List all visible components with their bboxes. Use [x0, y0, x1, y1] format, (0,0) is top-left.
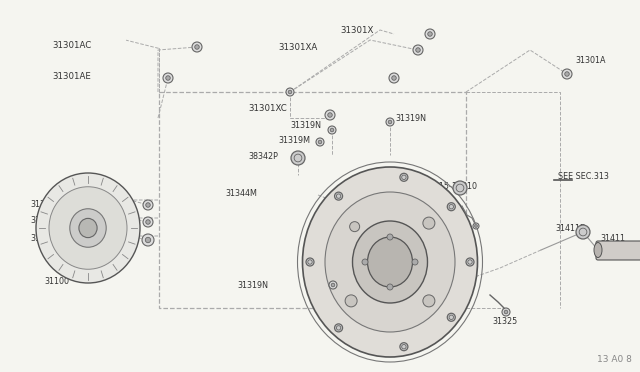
Circle shape [291, 151, 305, 165]
Circle shape [192, 42, 202, 52]
Circle shape [388, 120, 392, 124]
Circle shape [447, 313, 455, 321]
Circle shape [386, 118, 394, 126]
Bar [159, 92, 466, 308]
Text: 31301AB: 31301AB [30, 215, 66, 224]
Circle shape [562, 69, 572, 79]
Circle shape [576, 225, 590, 239]
Circle shape [412, 259, 418, 265]
Text: 31325: 31325 [492, 317, 517, 327]
Circle shape [335, 192, 342, 200]
Text: 31301AD: 31301AD [30, 234, 67, 243]
Circle shape [142, 234, 154, 246]
Text: 31319N: 31319N [290, 121, 321, 129]
Circle shape [195, 45, 199, 49]
Circle shape [166, 76, 170, 80]
Circle shape [325, 110, 335, 120]
Circle shape [349, 222, 360, 232]
Circle shape [145, 237, 150, 243]
Text: ⓙ08915-13510: ⓙ08915-13510 [420, 182, 478, 190]
Text: 31301XC: 31301XC [248, 103, 287, 112]
Circle shape [330, 128, 334, 132]
Circle shape [146, 220, 150, 224]
Circle shape [329, 281, 337, 289]
Circle shape [362, 259, 368, 265]
Circle shape [163, 73, 173, 83]
Text: 31411: 31411 [600, 234, 625, 243]
Ellipse shape [70, 209, 106, 247]
Circle shape [387, 234, 393, 240]
Circle shape [504, 310, 508, 314]
Text: (2): (2) [413, 308, 423, 314]
Circle shape [475, 225, 477, 227]
Ellipse shape [79, 218, 97, 238]
Circle shape [400, 343, 408, 351]
Circle shape [423, 217, 435, 229]
Circle shape [389, 73, 399, 83]
Text: 31319N: 31319N [395, 113, 426, 122]
Ellipse shape [49, 187, 127, 269]
Circle shape [332, 283, 335, 287]
Circle shape [288, 90, 292, 94]
Circle shape [466, 258, 474, 266]
Text: 31301X: 31301X [340, 26, 373, 35]
Circle shape [425, 29, 435, 39]
Ellipse shape [36, 173, 140, 283]
Circle shape [392, 76, 396, 80]
Ellipse shape [594, 243, 602, 257]
Circle shape [400, 173, 408, 181]
Text: 31319N: 31319N [237, 280, 268, 289]
Text: SEE SEC.313: SEE SEC.313 [558, 171, 609, 180]
Ellipse shape [353, 221, 428, 303]
Text: 31301AC: 31301AC [52, 41, 92, 49]
Ellipse shape [303, 167, 477, 357]
Text: 31301A: 31301A [575, 55, 605, 64]
Circle shape [428, 32, 432, 36]
Text: Ⓢ08360-51010: Ⓢ08360-51010 [388, 295, 445, 305]
Circle shape [423, 295, 435, 307]
Ellipse shape [325, 192, 455, 332]
Text: 31301XB: 31301XB [30, 199, 66, 208]
Text: 31328: 31328 [433, 202, 458, 212]
Circle shape [146, 203, 150, 207]
Text: 31301XA: 31301XA [278, 42, 317, 51]
Circle shape [413, 45, 423, 55]
Circle shape [473, 223, 479, 229]
Text: 31301AE: 31301AE [52, 71, 91, 80]
Circle shape [345, 295, 357, 307]
Text: 13 A0 8: 13 A0 8 [597, 355, 632, 364]
Circle shape [502, 308, 510, 316]
Text: 31319M: 31319M [278, 135, 310, 144]
Circle shape [564, 72, 569, 76]
Text: 31344M: 31344M [225, 189, 257, 198]
Text: 38342P: 38342P [248, 151, 278, 160]
Text: 31411E: 31411E [555, 224, 585, 232]
Circle shape [453, 181, 467, 195]
Circle shape [316, 138, 324, 146]
Circle shape [143, 217, 153, 227]
Circle shape [306, 258, 314, 266]
Circle shape [416, 48, 420, 52]
Circle shape [318, 140, 322, 144]
Circle shape [328, 113, 332, 117]
Ellipse shape [367, 237, 413, 287]
Circle shape [335, 324, 342, 332]
Circle shape [447, 203, 455, 211]
Text: (2): (2) [441, 193, 451, 199]
Circle shape [387, 284, 393, 290]
Circle shape [328, 126, 336, 134]
Circle shape [143, 200, 153, 210]
Text: 31100: 31100 [44, 278, 69, 286]
FancyBboxPatch shape [596, 241, 640, 260]
Circle shape [286, 88, 294, 96]
